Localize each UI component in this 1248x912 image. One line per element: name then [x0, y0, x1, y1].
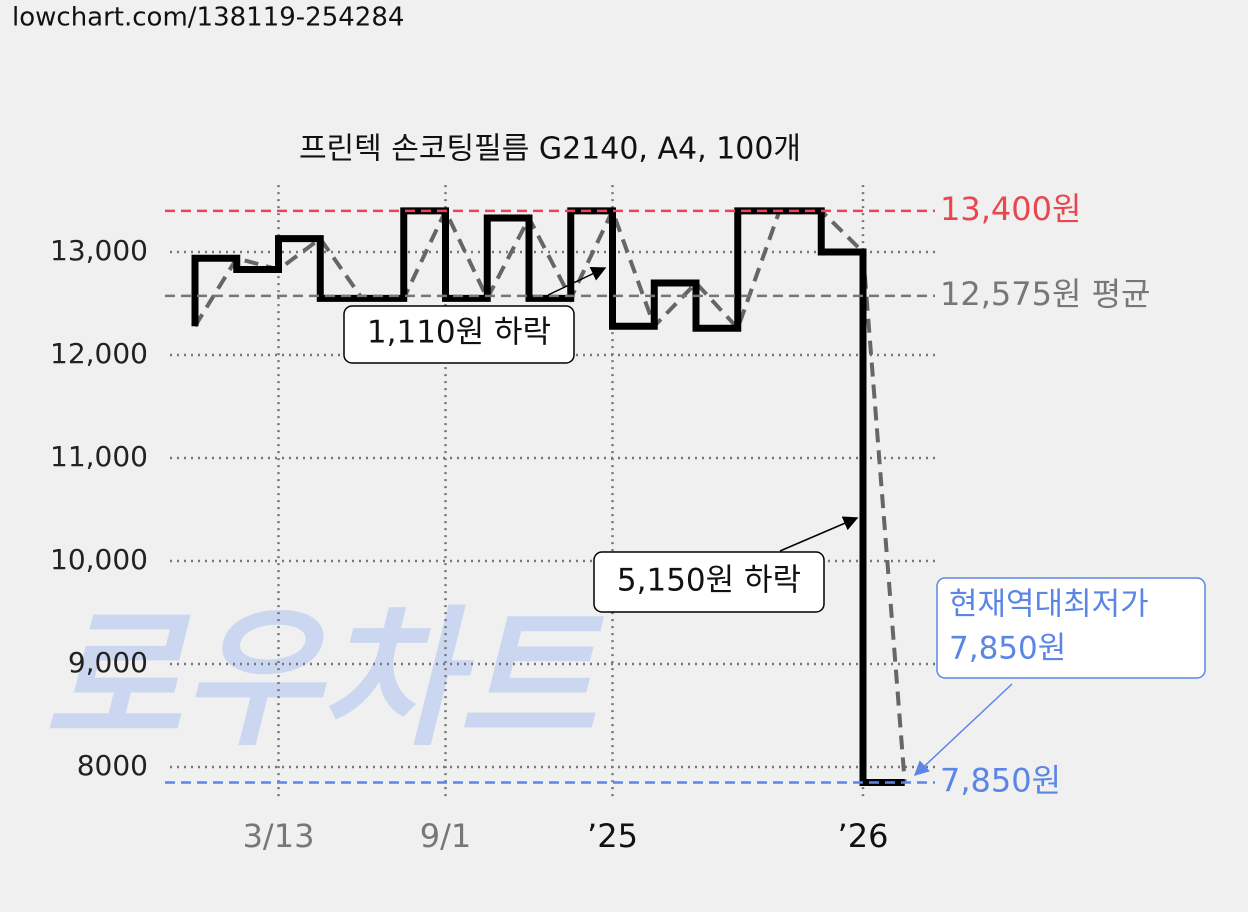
- chart-title: 프린텍 손코팅필름 G2140, A4, 100개: [299, 132, 801, 167]
- y-tick-label: 10,000: [50, 543, 148, 576]
- x-tick-label: 3/13: [243, 817, 315, 855]
- x-tick-label: ’26: [838, 817, 889, 855]
- annotation-arrow: [779, 516, 859, 552]
- y-tick-label: 8000: [77, 749, 148, 782]
- reference-label: 7,850원: [940, 761, 1061, 799]
- annotation-text: 7,850원: [949, 631, 1066, 667]
- annotation-box: [343, 305, 575, 364]
- watermark: 로우차트: [44, 593, 605, 767]
- y-tick-label: 12,000: [50, 337, 148, 370]
- y-tick-label: 13,000: [50, 234, 148, 267]
- annotation-text: 5,150원 하락: [617, 563, 801, 599]
- annotation-text: 1,110원 하락: [367, 315, 551, 351]
- x-tick-label: ’25: [587, 817, 638, 855]
- annotation-text: 현재역대최저가: [949, 587, 1149, 623]
- trend-line: [193, 205, 907, 783]
- url: lowchart.com/138119-254284: [12, 3, 404, 33]
- x-tick-label: 9/1: [420, 817, 472, 855]
- annotation-arrow: [547, 267, 607, 296]
- reference-label: 12,575원 평균: [940, 275, 1150, 313]
- annotation-arrow: [913, 683, 1013, 777]
- annotation-box: [936, 577, 1206, 679]
- reference-label: 13,400원: [940, 190, 1081, 228]
- annotation-box: [593, 551, 825, 613]
- y-tick-label: 11,000: [50, 440, 148, 473]
- y-tick-label: 9,000: [68, 646, 148, 679]
